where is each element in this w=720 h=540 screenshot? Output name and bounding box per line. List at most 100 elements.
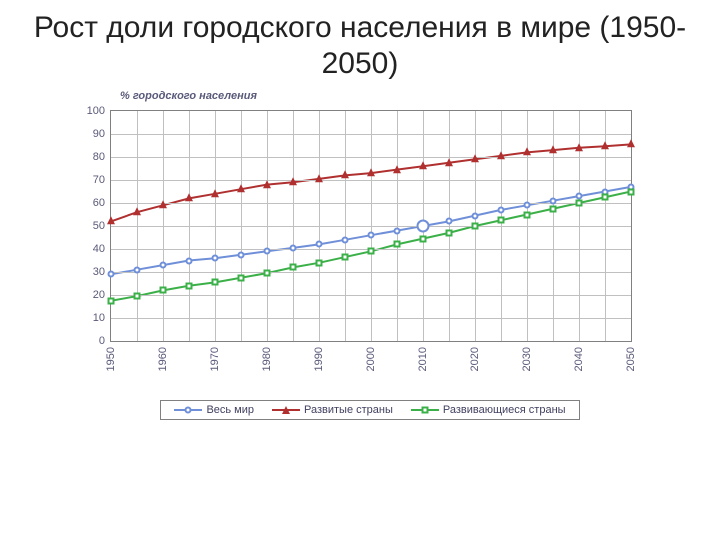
data-marker	[368, 232, 375, 239]
grid-line-v	[319, 111, 320, 341]
data-marker	[472, 212, 479, 219]
y-tick-label: 0	[99, 335, 105, 347]
grid-line-v	[267, 111, 268, 341]
data-marker	[523, 148, 531, 156]
x-tick-label: 2000	[365, 347, 377, 371]
y-tick-label: 100	[87, 105, 105, 117]
grid-line-v	[371, 111, 372, 341]
y-tick-label: 70	[93, 174, 105, 186]
data-marker	[627, 140, 635, 148]
data-marker	[550, 197, 557, 204]
data-marker	[316, 259, 323, 266]
data-marker	[342, 236, 349, 243]
data-marker	[315, 174, 323, 182]
data-marker	[108, 297, 115, 304]
data-marker	[238, 274, 245, 281]
grid-line-v-minor	[449, 111, 450, 341]
data-marker	[134, 293, 141, 300]
y-tick-label: 90	[93, 128, 105, 140]
data-marker	[471, 154, 479, 162]
data-marker	[446, 218, 453, 225]
data-marker	[290, 264, 297, 271]
data-marker	[368, 248, 375, 255]
data-marker	[417, 220, 430, 233]
data-marker	[445, 158, 453, 166]
y-axis-title: % городского населения	[120, 90, 257, 102]
legend: Весь мир Развитые страны Развивающиеся стр…	[160, 400, 580, 420]
data-marker	[341, 171, 349, 179]
grid-line-v-minor	[189, 111, 190, 341]
data-marker	[108, 271, 115, 278]
data-marker	[549, 145, 557, 153]
data-marker	[211, 189, 219, 197]
legend-item: Весь мир	[174, 404, 254, 416]
x-tick-label: 1980	[261, 347, 273, 371]
data-marker	[185, 194, 193, 202]
data-marker	[237, 184, 245, 192]
x-tick-label: 2050	[625, 347, 637, 371]
grid-line-v-minor	[137, 111, 138, 341]
legend-marker-icon	[282, 406, 290, 414]
data-marker	[159, 200, 167, 208]
grid-line-v	[527, 111, 528, 341]
data-marker	[524, 211, 531, 218]
legend-swatch	[174, 405, 202, 415]
data-marker	[160, 287, 167, 294]
slide: Рост доли городского населения в мире (1…	[0, 0, 720, 540]
data-marker	[394, 241, 401, 248]
x-tick-label: 2010	[417, 347, 429, 371]
grid-line-v-minor	[397, 111, 398, 341]
data-marker	[212, 255, 219, 262]
data-marker	[107, 217, 115, 225]
data-marker	[498, 217, 505, 224]
data-marker	[238, 251, 245, 258]
grid-line-v-minor	[501, 111, 502, 341]
data-marker	[601, 141, 609, 149]
x-tick-label: 1950	[105, 347, 117, 371]
data-marker	[367, 168, 375, 176]
grid-line-v	[163, 111, 164, 341]
x-tick-label: 1970	[209, 347, 221, 371]
data-marker	[446, 229, 453, 236]
legend-item: Развитые страны	[272, 404, 393, 416]
slide-title: Рост доли городского населения в мире (1…	[0, 0, 720, 82]
legend-label: Весь мир	[206, 404, 254, 416]
legend-swatch	[411, 405, 439, 415]
data-marker	[134, 266, 141, 273]
legend-label: Развивающиеся страны	[443, 404, 566, 416]
x-tick-label: 2020	[469, 347, 481, 371]
y-tick-label: 50	[93, 220, 105, 232]
data-marker	[316, 241, 323, 248]
x-tick-label: 2040	[573, 347, 585, 371]
grid-line-v-minor	[241, 111, 242, 341]
data-marker	[628, 188, 635, 195]
data-marker	[498, 206, 505, 213]
data-marker	[575, 143, 583, 151]
x-tick-label: 1990	[313, 347, 325, 371]
legend-item: Развивающиеся страны	[411, 404, 566, 416]
plot-area: 0102030405060708090100195019601970198019…	[110, 110, 632, 342]
grid-line-v-minor	[345, 111, 346, 341]
data-marker	[602, 194, 609, 201]
x-tick-label: 1960	[157, 347, 169, 371]
data-marker	[394, 227, 401, 234]
data-marker	[289, 177, 297, 185]
y-tick-label: 30	[93, 266, 105, 278]
data-marker	[472, 223, 479, 230]
legend-marker-icon	[185, 407, 192, 414]
data-marker	[263, 180, 271, 188]
grid-line-v-minor	[293, 111, 294, 341]
data-marker	[393, 165, 401, 173]
grid-line-v	[215, 111, 216, 341]
data-marker	[290, 244, 297, 251]
data-marker	[524, 202, 531, 209]
legend-label: Развитые страны	[304, 404, 393, 416]
chart: % городского населения 01020304050607080…	[80, 100, 640, 430]
data-marker	[264, 248, 271, 255]
data-marker	[576, 200, 583, 207]
legend-marker-icon	[421, 407, 428, 414]
data-marker	[342, 254, 349, 261]
data-marker	[186, 257, 193, 264]
y-tick-label: 20	[93, 289, 105, 301]
y-tick-label: 60	[93, 197, 105, 209]
